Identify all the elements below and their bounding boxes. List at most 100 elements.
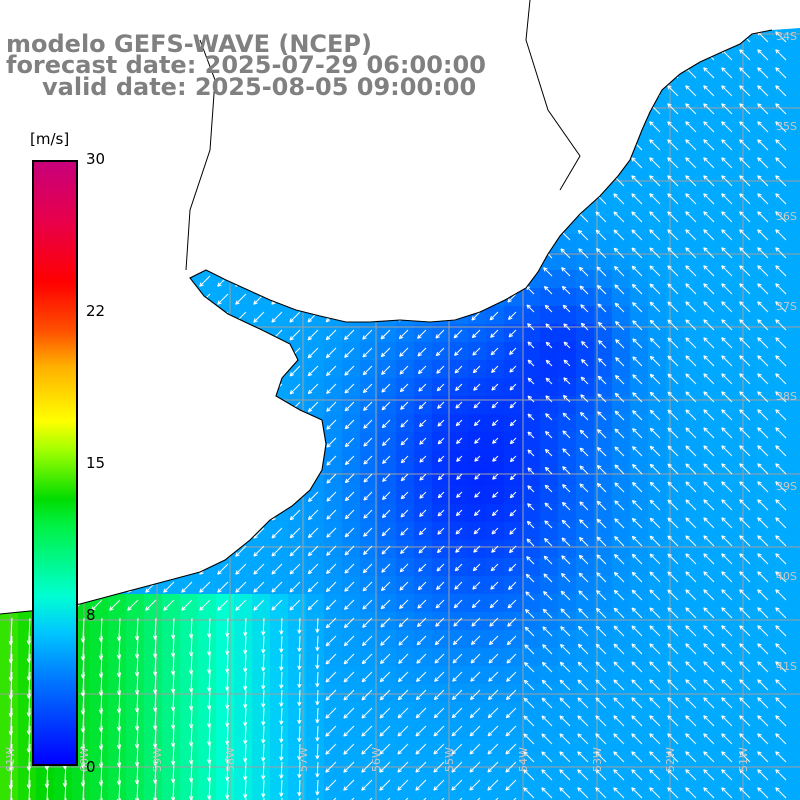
field-cell (558, 594, 576, 612)
field-cell (234, 738, 252, 756)
field-cell (774, 414, 792, 432)
field-cell (648, 720, 666, 738)
field-cell (756, 468, 774, 486)
field-cell (576, 504, 594, 522)
field-cell (774, 108, 792, 126)
field-cell (774, 576, 792, 594)
field-cell (756, 270, 774, 288)
field-cell (630, 576, 648, 594)
field-cell (612, 738, 630, 756)
field-cell (198, 648, 216, 666)
field-cell (648, 108, 666, 126)
field-cell (612, 198, 630, 216)
field-cell (702, 684, 720, 702)
field-cell (612, 324, 630, 342)
field-cell (630, 288, 648, 306)
field-cell (684, 756, 702, 774)
field-cell (774, 702, 792, 720)
field-cell (270, 738, 288, 756)
field-cell (630, 216, 648, 234)
field-cell (558, 702, 576, 720)
field-cell (774, 234, 792, 252)
field-cell (576, 558, 594, 576)
field-cell (630, 486, 648, 504)
field-cell (522, 666, 540, 684)
field-cell (630, 234, 648, 252)
field-cell (270, 666, 288, 684)
field-cell (540, 522, 558, 540)
field-cell (648, 270, 666, 288)
field-cell (540, 612, 558, 630)
field-cell (540, 288, 558, 306)
field-cell (756, 378, 774, 396)
field-cell (108, 684, 126, 702)
field-cell (90, 720, 108, 738)
field-cell (720, 162, 738, 180)
field-cell (774, 486, 792, 504)
field-cell (756, 450, 774, 468)
field-cell (792, 792, 800, 800)
field-cell (630, 504, 648, 522)
field-cell (288, 684, 306, 702)
field-cell (18, 648, 36, 666)
field-cell (684, 612, 702, 630)
field-cell (774, 126, 792, 144)
field-cell (792, 36, 800, 54)
field-cell (720, 468, 738, 486)
lon-label: 51W (737, 747, 750, 772)
field-cell (216, 648, 234, 666)
field-cell (774, 612, 792, 630)
field-cell (558, 576, 576, 594)
field-cell (774, 198, 792, 216)
field-cell (684, 216, 702, 234)
field-cell (702, 324, 720, 342)
field-cell (594, 594, 612, 612)
field-cell (378, 792, 396, 800)
field-cell (90, 684, 108, 702)
field-cell (162, 648, 180, 666)
field-cell (648, 594, 666, 612)
field-cell (756, 558, 774, 576)
field-cell (648, 702, 666, 720)
field-cell (774, 144, 792, 162)
field-cell (594, 270, 612, 288)
field-cell (594, 216, 612, 234)
field-cell (684, 360, 702, 378)
field-cell (720, 378, 738, 396)
field-cell (0, 666, 18, 684)
field-cell (630, 180, 648, 198)
field-cell (612, 180, 630, 198)
field-cell (540, 720, 558, 738)
field-cell (594, 504, 612, 522)
field-cell (720, 594, 738, 612)
field-cell (702, 144, 720, 162)
field-cell (576, 414, 594, 432)
field-cell (576, 702, 594, 720)
field-cell (54, 774, 72, 792)
field-cell (702, 666, 720, 684)
field-cell (756, 324, 774, 342)
field-cell (252, 792, 270, 800)
field-cell (180, 792, 198, 800)
colorbar: 30 22 15 8 0 (30, 152, 105, 775)
field-cell (648, 576, 666, 594)
field-cell (630, 756, 648, 774)
field-cell (522, 450, 540, 468)
field-cell (126, 648, 144, 666)
field-cell (522, 648, 540, 666)
field-cell (126, 774, 144, 792)
field-cell (108, 648, 126, 666)
field-cell (270, 774, 288, 792)
field-cell (630, 540, 648, 558)
field-cell (720, 756, 738, 774)
field-cell (162, 684, 180, 702)
field-cell (288, 648, 306, 666)
field-cell (756, 792, 774, 800)
field-cell (792, 504, 800, 522)
field-cell (540, 270, 558, 288)
field-cell (558, 486, 576, 504)
field-cell (612, 288, 630, 306)
field-cell (684, 540, 702, 558)
field-cell (630, 738, 648, 756)
field-cell (630, 306, 648, 324)
